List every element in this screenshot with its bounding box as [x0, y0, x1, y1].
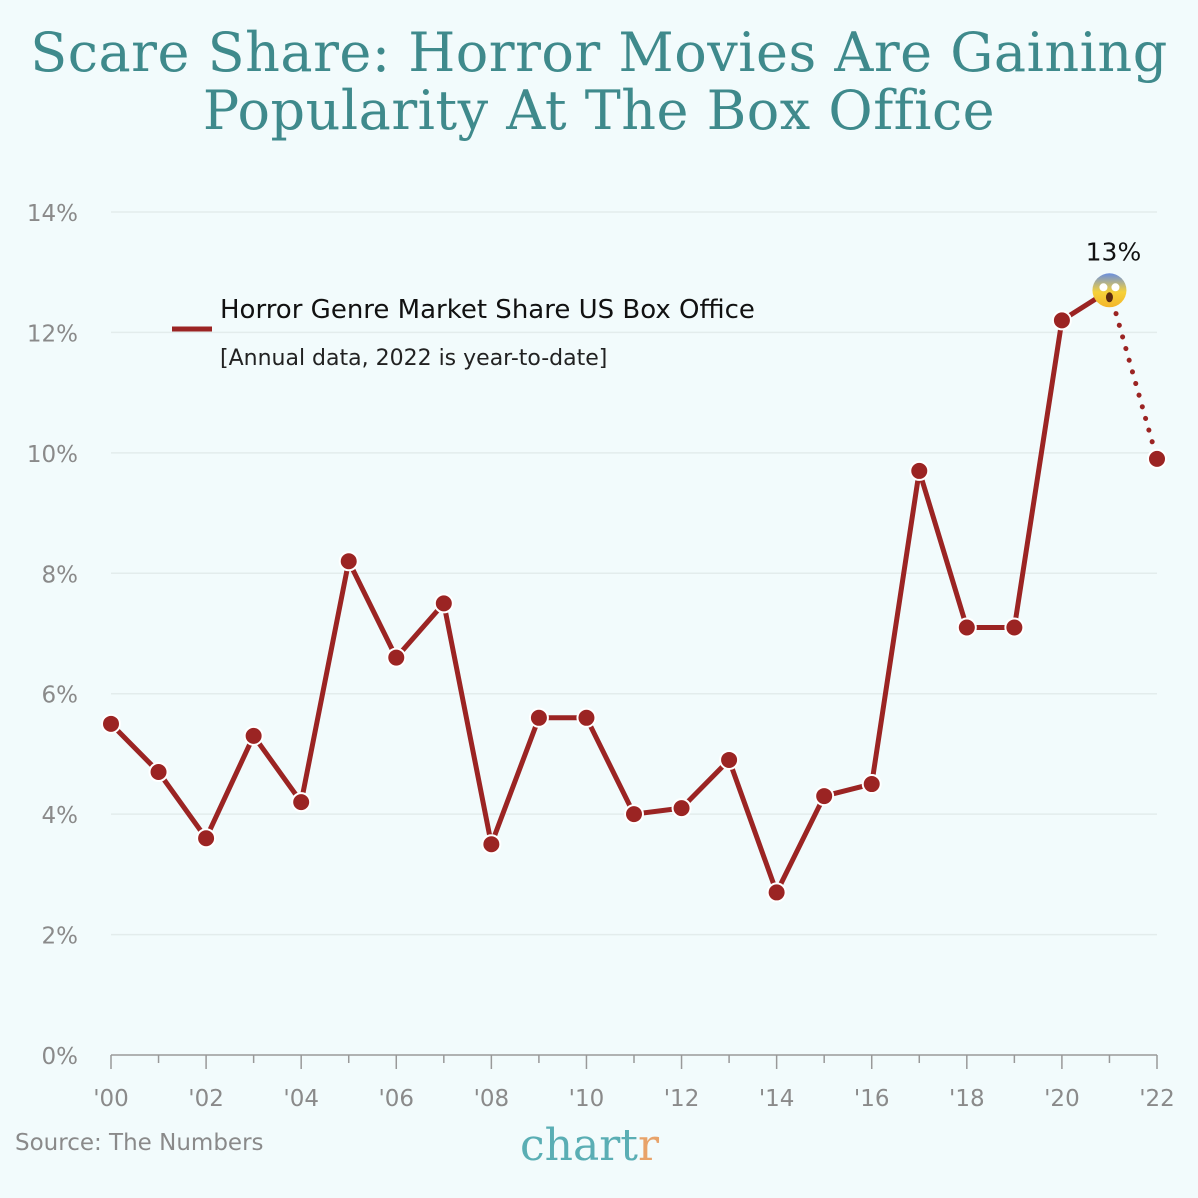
- scream-emoji-icon: [1092, 273, 1127, 308]
- logo-accent: r: [637, 1120, 659, 1171]
- data-point-2008: [481, 834, 502, 855]
- x-tick-label: '06: [378, 1086, 414, 1112]
- chartr-logo: chartr: [520, 1120, 659, 1171]
- y-tick-label: 10%: [27, 442, 78, 468]
- y-tick-label: 2%: [42, 924, 79, 950]
- data-point-2006: [386, 647, 407, 668]
- data-point-2000: [101, 713, 121, 734]
- x-tick-label: '08: [474, 1086, 510, 1112]
- data-point-2017: [909, 460, 930, 481]
- data-point-2014: [766, 882, 787, 903]
- data-point-2012: [671, 798, 692, 819]
- data-point-2003: [243, 725, 264, 746]
- legend-note: [Annual data, 2022 is year-to-date]: [220, 346, 607, 371]
- series-line: [109, 288, 1111, 895]
- data-point-2011: [624, 804, 644, 825]
- y-tick-label: 4%: [42, 803, 79, 829]
- x-tick-label: '18: [949, 1086, 985, 1112]
- data-point-2010: [576, 707, 597, 728]
- data-point-2018: [956, 617, 977, 638]
- data-point-2004: [291, 792, 312, 813]
- data-point-2022: [1147, 448, 1167, 469]
- emoji-eye: [1099, 283, 1108, 292]
- x-tick-label: '10: [569, 1086, 605, 1112]
- x-tick-label: '00: [93, 1086, 129, 1112]
- data-point-2009: [528, 707, 549, 728]
- x-tick-label: '20: [1044, 1086, 1080, 1112]
- x-tick-label: '22: [1139, 1086, 1175, 1112]
- emoji-eye: [1111, 283, 1120, 292]
- data-point-2002: [196, 828, 217, 849]
- x-tick-label: '02: [188, 1086, 224, 1112]
- series-line-dotted: [1106, 287, 1160, 462]
- x-tick-label: '04: [283, 1086, 319, 1112]
- y-tick-label: 12%: [27, 321, 78, 347]
- emoji-mouth: [1105, 292, 1113, 303]
- data-point-2013: [719, 749, 740, 770]
- x-tick-label: '12: [664, 1086, 700, 1112]
- logo-main: chart: [520, 1120, 638, 1171]
- x-tick-label: '16: [854, 1086, 890, 1112]
- x-tick-label: '14: [759, 1086, 795, 1112]
- data-point-2007: [433, 593, 454, 614]
- data-point-2005: [338, 551, 359, 572]
- data-point-2020: [1051, 310, 1072, 331]
- data-point-2015: [814, 786, 835, 807]
- data-point-2001: [148, 761, 169, 782]
- data-point-2019: [1004, 617, 1025, 638]
- legend-label: Horror Genre Market Share US Box Office: [220, 295, 755, 325]
- chart-title: Scare Share: Horror Movies Are Gaining P…: [30, 21, 1168, 142]
- y-tick-label: 14%: [27, 201, 78, 227]
- y-tick-label: 0%: [42, 1044, 79, 1070]
- annotation-label: 13%: [1086, 237, 1142, 266]
- data-point-2016: [861, 774, 882, 795]
- y-tick-label: 8%: [42, 562, 79, 588]
- y-tick-label: 6%: [42, 683, 79, 709]
- source-note: Source: The Numbers: [15, 1130, 264, 1156]
